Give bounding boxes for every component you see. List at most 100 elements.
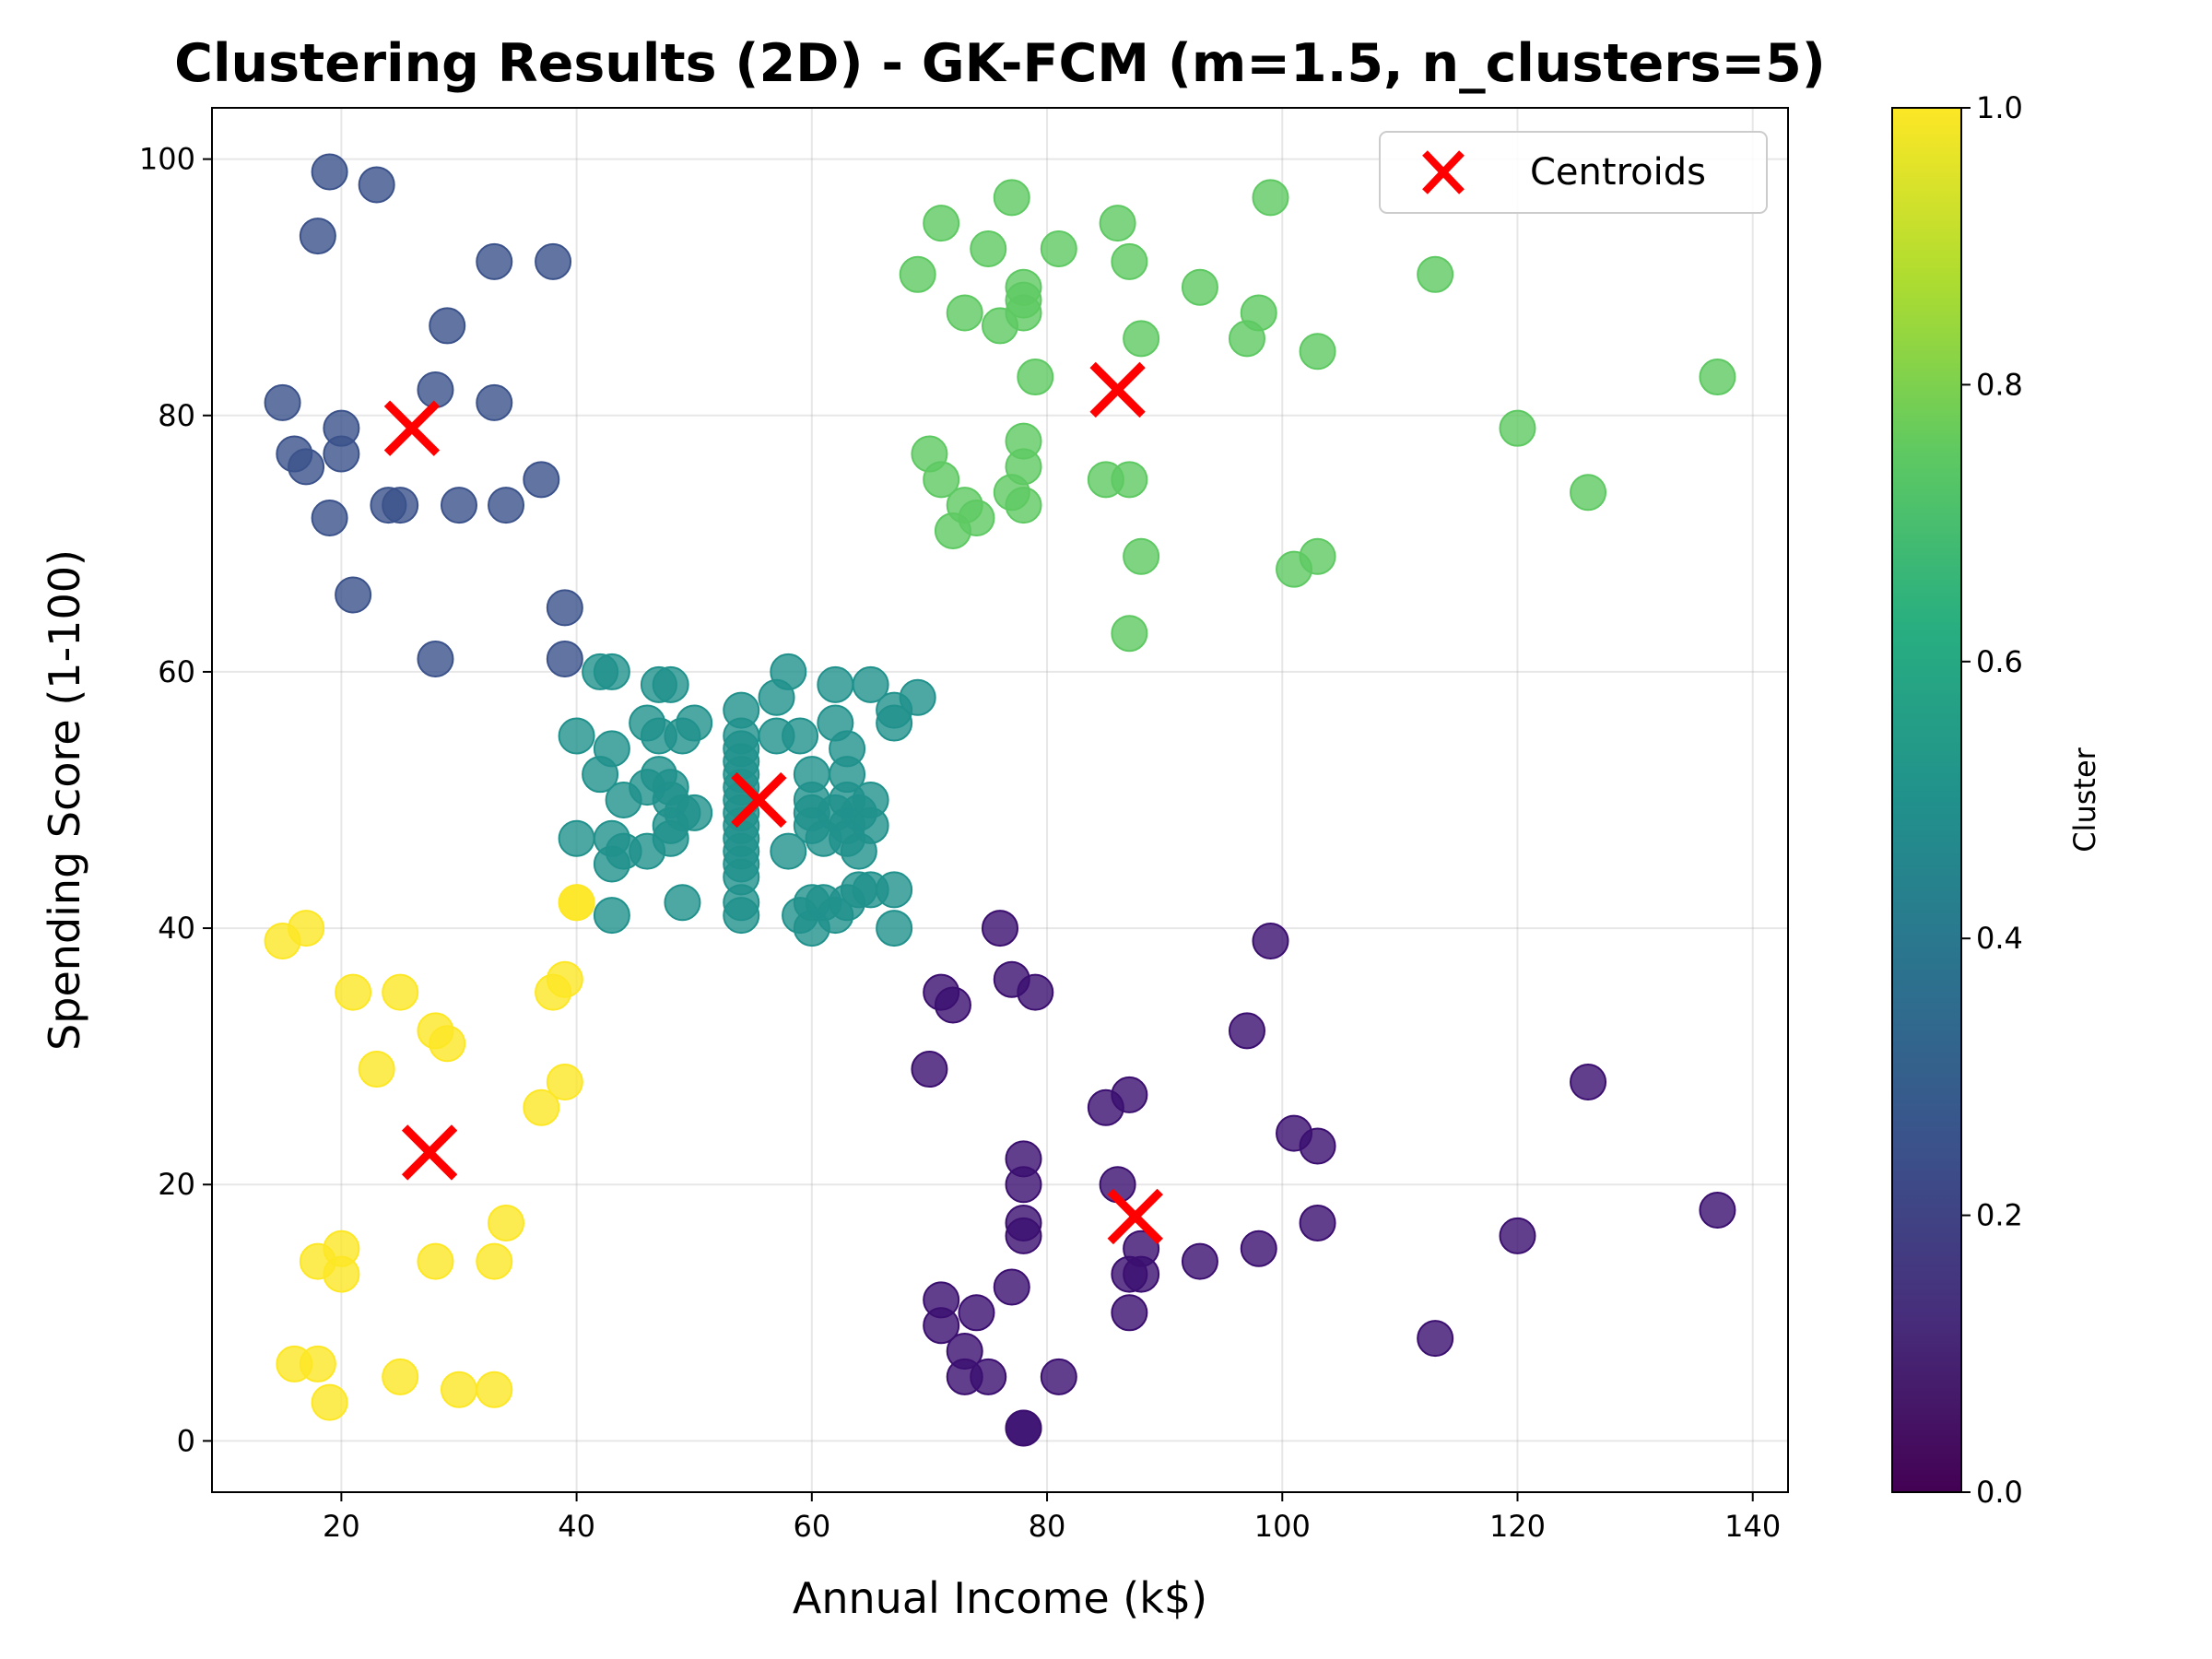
- data-point: [923, 461, 960, 499]
- data-point: [958, 1294, 995, 1332]
- colorbar-gradient: [1891, 107, 1962, 1493]
- data-point: [1005, 1409, 1042, 1447]
- data-point: [782, 717, 819, 755]
- data-point: [440, 1371, 477, 1408]
- colorbar: 0.0 0.2 0.4 0.6 0.8 1.0 Cluster: [1891, 90, 2102, 1510]
- data-point: [1299, 333, 1336, 371]
- data-point: [523, 461, 560, 499]
- data-point: [923, 205, 960, 242]
- data-point: [1499, 409, 1536, 447]
- centroid-marker: [401, 1124, 458, 1181]
- colorbar-tick-label: 0.0: [1976, 1475, 2023, 1510]
- data-point: [817, 665, 854, 703]
- data-point: [1570, 1063, 1607, 1100]
- legend-label-centroids: Centroids: [1530, 151, 1706, 194]
- centroid-marker: [383, 400, 441, 456]
- centroid-marker: [1089, 361, 1146, 418]
- y-tick-label: 100: [139, 142, 195, 177]
- data-point: [1252, 179, 1289, 217]
- data-point: [546, 1063, 583, 1100]
- data-point: [629, 832, 666, 870]
- data-point: [1111, 615, 1148, 653]
- data-point: [770, 832, 807, 870]
- data-point: [382, 1358, 419, 1395]
- data-point: [1181, 268, 1218, 306]
- data-point: [440, 487, 477, 524]
- data-point: [558, 884, 595, 922]
- data-point: [299, 218, 336, 255]
- data-point: [1181, 1242, 1218, 1280]
- data-point: [911, 1051, 948, 1088]
- data-point: [1228, 1012, 1265, 1050]
- colorbar-tick-label: 0.6: [1976, 644, 2023, 679]
- data-point: [1005, 294, 1042, 332]
- data-point: [1099, 205, 1136, 242]
- colorbar-ticks: 0.0 0.2 0.4 0.6 0.8 1.0: [1961, 90, 2023, 1510]
- data-point: [535, 242, 572, 280]
- x-tick-label: 80: [1029, 1509, 1066, 1544]
- data-point: [558, 717, 595, 755]
- legend-box: [1379, 131, 1768, 214]
- data-point: [488, 487, 525, 524]
- data-point: [429, 307, 466, 345]
- data-point: [546, 589, 583, 627]
- y-axis-ticks: 0 20 40 60 80 100: [139, 142, 212, 1458]
- data-point: [1111, 1294, 1148, 1332]
- x-axis-ticks: 20 40 60 80 100 120 140: [323, 1492, 1781, 1544]
- data-point: [676, 704, 713, 742]
- data-point: [1123, 320, 1160, 358]
- data-point: [1570, 474, 1607, 512]
- y-tick-label: 20: [158, 1167, 195, 1202]
- data-point: [1299, 1127, 1336, 1165]
- data-point: [876, 910, 913, 947]
- data-point: [1005, 487, 1042, 524]
- legend: Centroids: [1379, 131, 1768, 214]
- data-point: [993, 179, 1030, 217]
- data-point: [417, 1242, 454, 1280]
- data-point: [382, 973, 419, 1011]
- y-tick-label: 0: [177, 1423, 195, 1458]
- data-point: [1417, 255, 1454, 293]
- data-point: [358, 166, 395, 204]
- data-point: [899, 255, 936, 293]
- x-tick-label: 100: [1254, 1509, 1311, 1544]
- data-point: [323, 435, 360, 473]
- centroid-marker: [731, 771, 787, 829]
- data-point: [1228, 320, 1265, 358]
- data-point: [723, 897, 760, 935]
- data-point: [476, 242, 513, 280]
- data-point: [1111, 1076, 1148, 1113]
- data-point: [299, 1345, 336, 1382]
- data-point: [429, 1025, 466, 1063]
- data-point: [1299, 1204, 1336, 1241]
- x-tick-label: 20: [323, 1509, 360, 1544]
- data-point: [311, 153, 348, 191]
- data-point: [1017, 359, 1054, 396]
- data-point: [934, 986, 971, 1024]
- data-point: [1040, 1358, 1077, 1395]
- centroid-markers: [383, 361, 1163, 1245]
- data-point: [358, 1051, 395, 1088]
- data-point: [558, 819, 595, 857]
- data-point: [476, 383, 513, 421]
- data-point: [1005, 1166, 1042, 1204]
- y-axis-label: Spending Score (1-100): [40, 549, 89, 1051]
- data-point: [1111, 461, 1148, 499]
- data-point: [323, 1255, 360, 1293]
- y-tick-label: 60: [158, 654, 195, 689]
- data-point: [476, 1371, 513, 1408]
- data-point: [852, 665, 889, 703]
- data-point: [335, 576, 372, 614]
- colorbar-tick-label: 1.0: [1976, 90, 2023, 125]
- x-tick-label: 140: [1724, 1509, 1781, 1544]
- data-point: [488, 1204, 525, 1241]
- data-point: [535, 973, 572, 1011]
- data-point: [1699, 1192, 1736, 1230]
- data-point: [946, 294, 983, 332]
- x-tick-label: 120: [1489, 1509, 1546, 1544]
- data-point: [311, 1383, 348, 1421]
- data-point: [876, 871, 913, 909]
- data-point: [593, 897, 630, 935]
